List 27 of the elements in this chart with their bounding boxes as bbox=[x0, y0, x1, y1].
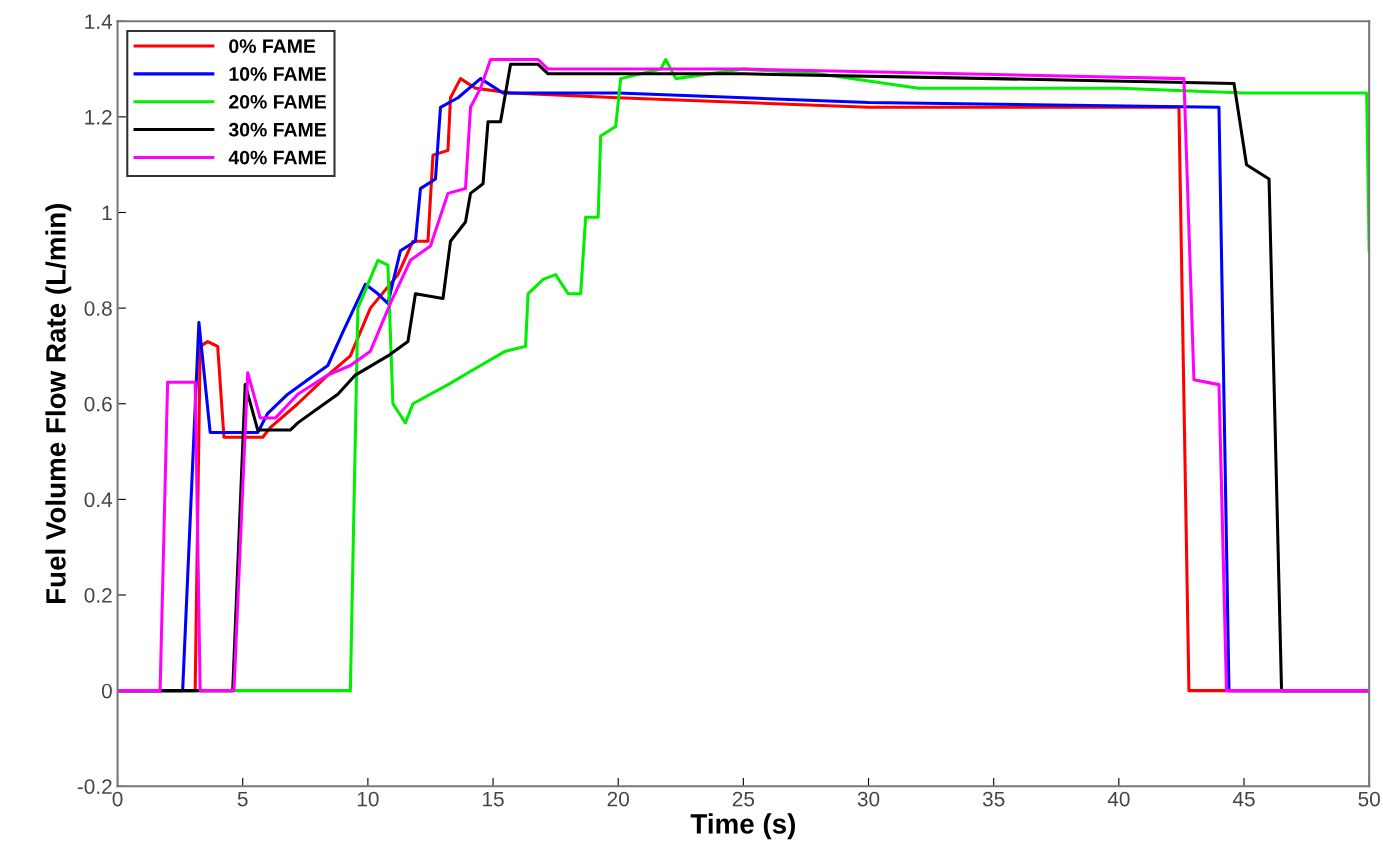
x-tick-label: 20 bbox=[607, 791, 629, 807]
y-tick-label: 1.4 bbox=[85, 14, 113, 29]
x-tick-label: 30 bbox=[857, 791, 880, 807]
y-tick-label: 0.2 bbox=[84, 588, 112, 603]
x-tick-label: 50 bbox=[1358, 791, 1380, 807]
x-tick-label: 35 bbox=[982, 791, 1005, 807]
x-tick-label: 45 bbox=[1232, 791, 1255, 807]
y-axis-title: Fuel Volume Flow Rate (L/min) bbox=[45, 203, 72, 604]
legend-label: 30% FAME bbox=[228, 122, 326, 137]
legend-label: 20% FAME bbox=[229, 94, 326, 109]
y-tick-label: -0.2 bbox=[77, 779, 112, 794]
legend-label: 40% FAME bbox=[228, 150, 326, 165]
x-tick-label: 40 bbox=[1107, 791, 1130, 807]
x-tick-label: 5 bbox=[237, 791, 248, 807]
x-tick-label: 10 bbox=[357, 791, 379, 807]
y-tick-label: 0 bbox=[101, 683, 112, 699]
x-tick-label: 15 bbox=[483, 791, 504, 807]
legend-label: 10% FAME bbox=[229, 67, 326, 81]
legend-label: 0% FAME bbox=[229, 39, 316, 54]
y-tick-label: 0.4 bbox=[84, 492, 113, 508]
x-axis-title: Time (s) bbox=[690, 813, 795, 840]
y-tick-label: 1.2 bbox=[85, 109, 112, 125]
y-tick-label: 1 bbox=[102, 205, 112, 221]
x-tick-label: 0 bbox=[112, 791, 123, 807]
y-tick-label: 0.6 bbox=[84, 396, 112, 412]
y-tick-label: 0.8 bbox=[84, 301, 112, 316]
x-tick-label: 25 bbox=[732, 791, 755, 807]
